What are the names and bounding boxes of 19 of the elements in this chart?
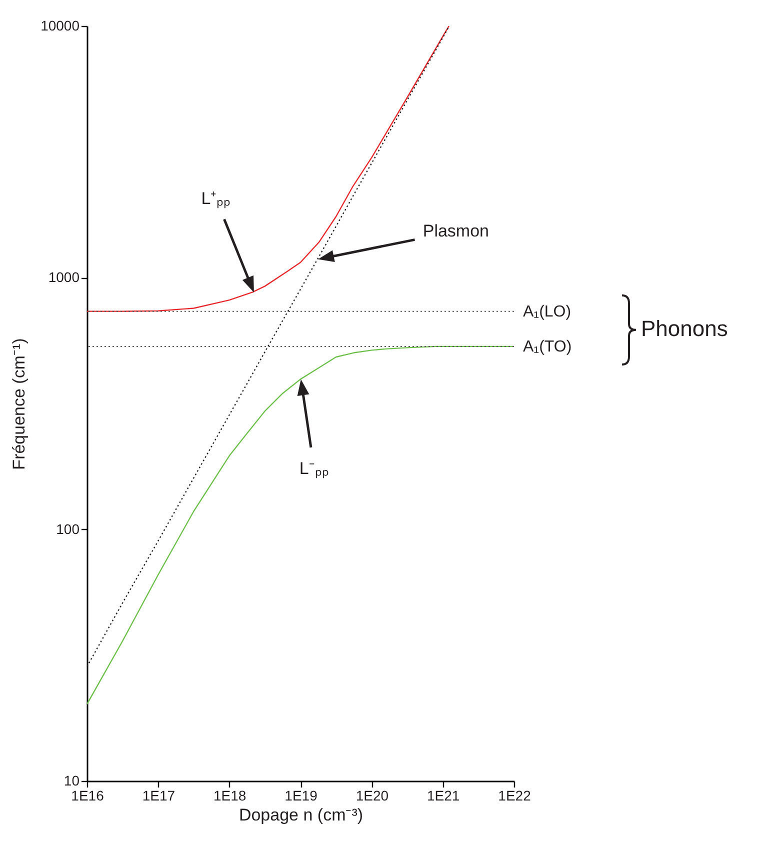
x-tick-label: 1E16 — [71, 788, 104, 804]
ref-line-label: A₁(TO) — [523, 338, 572, 356]
x-tick-label: 1E18 — [213, 788, 246, 804]
x-tick-label: 1E22 — [498, 788, 532, 804]
y-tick-label: 10000 — [40, 18, 80, 34]
x-tick-label: 1E17 — [142, 788, 176, 804]
y-axis-title: Fréquence (cm⁻¹) — [10, 338, 29, 470]
ref-line-label: A₁(LO) — [523, 303, 572, 320]
annotation: L⁻ₚₚ — [299, 459, 329, 480]
x-axis-title: Dopage n (cm⁻³) — [238, 806, 364, 824]
x-tick-label: 1E21 — [426, 788, 460, 804]
annotation: Plasmon — [422, 221, 489, 240]
y-tick-label: 100 — [56, 520, 80, 537]
text: Phonons — [641, 316, 728, 341]
y-tick-label: 10 — [64, 772, 80, 788]
annotation: L⁺ₚₚ — [201, 188, 231, 209]
x-tick-label: 1E20 — [356, 788, 389, 804]
x-tick-label: 1E19 — [284, 788, 318, 804]
y-tick-label: 1000 — [48, 269, 80, 286]
